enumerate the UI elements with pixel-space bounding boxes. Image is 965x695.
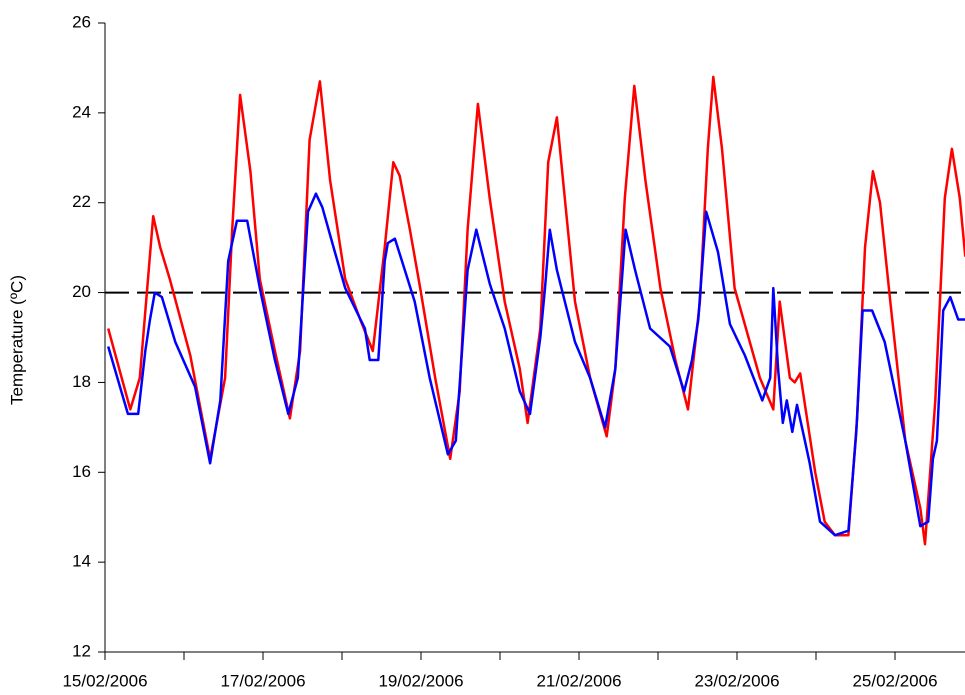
x-tick-label: 21/02/2006 xyxy=(536,671,621,690)
y-tick-label: 20 xyxy=(72,282,91,301)
x-tick-label: 17/02/2006 xyxy=(220,671,305,690)
y-tick-label: 26 xyxy=(72,12,91,31)
data-line xyxy=(107,192,965,537)
x-tick-label: 15/02/2006 xyxy=(62,671,147,690)
y-tick-label: 14 xyxy=(72,552,91,571)
x-tick-label: 19/02/2006 xyxy=(378,671,463,690)
x-tick-label: 23/02/2006 xyxy=(694,671,779,690)
y-tick-label: 12 xyxy=(72,641,91,660)
y-axis-title: Temperature (ºC) xyxy=(7,275,26,405)
y-tick-label: 18 xyxy=(72,372,91,391)
x-tick-label: 25/02/2006 xyxy=(852,671,937,690)
data-line xyxy=(106,75,965,546)
plot-area xyxy=(105,75,965,546)
y-tick-label: 24 xyxy=(72,102,91,121)
y-tick-label: 22 xyxy=(72,192,91,211)
y-tick-label: 16 xyxy=(72,462,91,481)
